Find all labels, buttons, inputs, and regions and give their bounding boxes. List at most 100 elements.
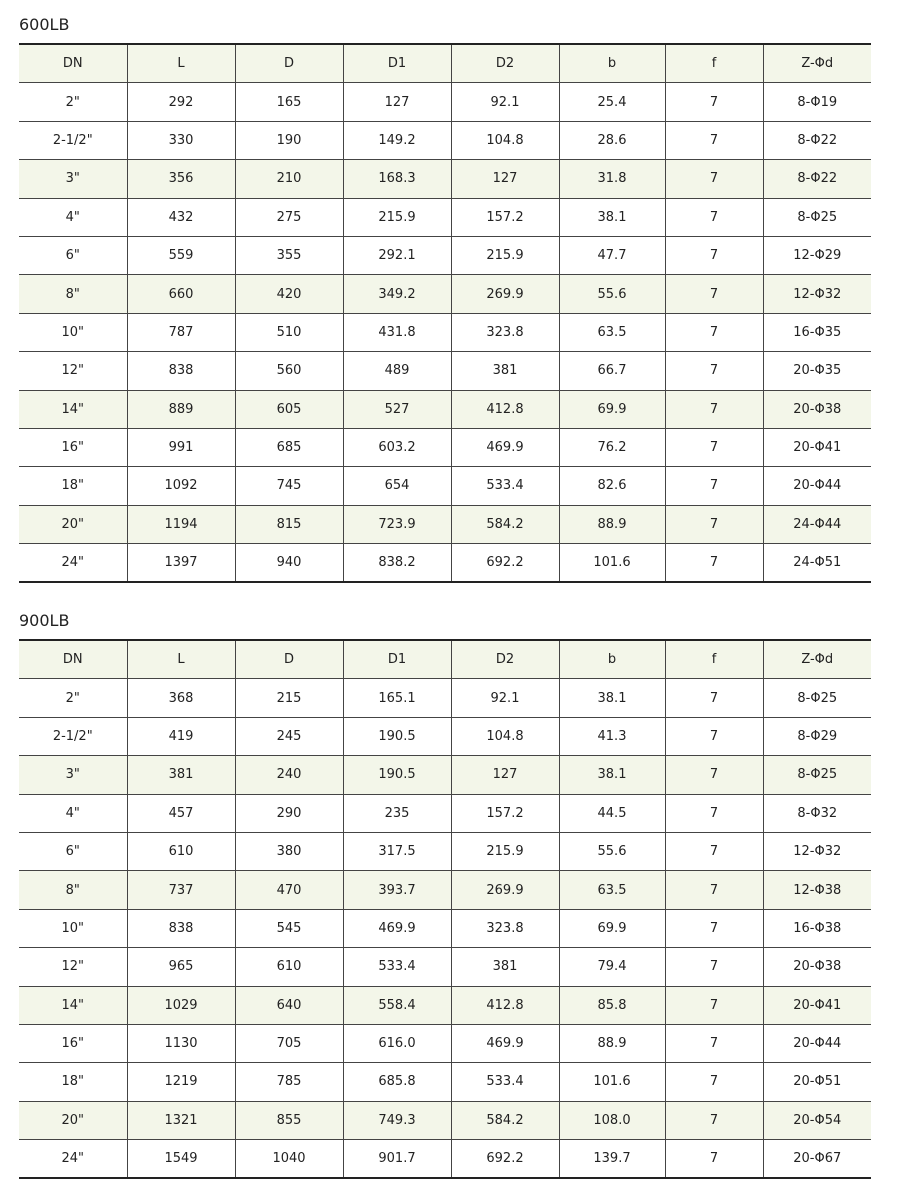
table-cell: 7 [664,389,763,429]
table-cell: 88.9 [558,504,665,544]
table-cell: 31.8 [558,159,665,199]
table-row: 20" 1321 855 749.3 584.2 108.0 7 20-Φ54 [19,1100,871,1140]
table-cell: 584.2 [450,504,559,544]
table-cell: 20-Φ67 [762,1139,871,1179]
table-cell: 8-Φ25 [762,197,871,237]
table-cell: 7 [664,504,763,544]
table-cell: 157.2 [450,197,559,237]
table-cell: 14" [19,389,127,429]
table-cell: 838 [126,908,235,948]
table-row: 6" 559 355 292.1 215.9 47.7 7 12-Φ29 [19,235,871,275]
table-cell: 24-Φ44 [762,504,871,544]
table-cell: 393.7 [342,870,451,910]
table-cell: 149.2 [342,120,451,160]
table-row: 10" 838 545 469.9 323.8 69.9 7 16-Φ38 [19,908,871,948]
table-cell: 24" [19,1139,127,1179]
table-cell: 8-Φ25 [762,755,871,795]
table-cell: 7 [664,908,763,948]
table-cell: 8" [19,870,127,910]
table-cell: 16-Φ35 [762,312,871,352]
table-cell: 317.5 [342,831,451,871]
table-cell: 8-Φ19 [762,82,871,122]
table-row: 24" 1549 1040 901.7 692.2 139.7 7 20-Φ67 [19,1139,871,1179]
table-row: 4" 457 290 235 157.2 44.5 7 8-Φ32 [19,793,871,833]
table-cell: 412.8 [450,389,559,429]
table-cell: 1130 [126,1023,235,1063]
table-cell: 489 [342,351,451,391]
table-cell: 991 [126,427,235,467]
header-cell: D2 [450,639,559,679]
table-cell: 38.1 [558,678,665,718]
table-cell: 69.9 [558,389,665,429]
table-cell: 165.1 [342,678,451,718]
table-cell: 20-Φ41 [762,985,871,1025]
table-cell: 7 [664,870,763,910]
table-cell: 127 [342,82,451,122]
table-cell: 745 [234,466,343,506]
table-cell: 323.8 [450,908,559,948]
table-cell: 16" [19,427,127,467]
table-cell: 20" [19,504,127,544]
table-900lb: DN L D D1 D2 b f Z-Φd 2" 368 215 165.1 92.1 38.1 7 8-Φ2… [19,639,871,1180]
table-cell: 18" [19,1062,127,1102]
table-cell: 82.6 [558,466,665,506]
table-cell: 101.6 [558,543,665,583]
table-cell: 7 [664,120,763,160]
table-cell: 654 [342,466,451,506]
table-cell: 12-Φ32 [762,274,871,314]
table-cell: 12" [19,351,127,391]
table-cell: 92.1 [450,82,559,122]
table-row: 3" 381 240 190.5 127 38.1 7 8-Φ25 [19,755,871,795]
table-cell: 2-1/2" [19,120,127,160]
table-cell: 215.9 [450,831,559,871]
table-cell: 20-Φ38 [762,947,871,987]
table-cell: 381 [450,947,559,987]
table-cell: 533.4 [342,947,451,987]
table-cell: 381 [126,755,235,795]
table-cell: 469.9 [450,1023,559,1063]
table-cell: 420 [234,274,343,314]
table-cell: 20-Φ54 [762,1100,871,1140]
table-cell: 323.8 [450,312,559,352]
table-cell: 76.2 [558,427,665,467]
table-cell: 127 [450,755,559,795]
table-cell: 41.3 [558,716,665,756]
table-cell: 12" [19,947,127,987]
table-cell: 1219 [126,1062,235,1102]
header-cell: Z-Φd [762,639,871,679]
table-cell: 3" [19,159,127,199]
table-row: 2" 368 215 165.1 92.1 38.1 7 8-Φ25 [19,678,871,718]
table-cell: 356 [126,159,235,199]
header-cell: D2 [450,43,559,83]
table-cell: 7 [664,755,763,795]
table-cell: 16" [19,1023,127,1063]
table-row: 12" 838 560 489 381 66.7 7 20-Φ35 [19,351,871,391]
table-cell: 545 [234,908,343,948]
table-cell: 47.7 [558,235,665,275]
table-cell: 1321 [126,1100,235,1140]
table-cell: 20-Φ35 [762,351,871,391]
table-cell: 560 [234,351,343,391]
table-row: 10" 787 510 431.8 323.8 63.5 7 16-Φ35 [19,312,871,352]
table-cell: 14" [19,985,127,1025]
table-cell: 18" [19,466,127,506]
table-row: 6" 610 380 317.5 215.9 55.6 7 12-Φ32 [19,831,871,871]
table-row: 24" 1397 940 838.2 692.2 101.6 7 24-Φ51 [19,543,871,583]
table-cell: 965 [126,947,235,987]
table-cell: 1397 [126,543,235,583]
table-cell: 10" [19,312,127,352]
table-cell: 69.9 [558,908,665,948]
table-cell: 7 [664,543,763,583]
table-cell: 275 [234,197,343,237]
table-cell: 785 [234,1062,343,1102]
table-cell: 330 [126,120,235,160]
table-cell: 25.4 [558,82,665,122]
table-cell: 6" [19,831,127,871]
table-cell: 432 [126,197,235,237]
table-cell: 7 [664,197,763,237]
table-cell: 889 [126,389,235,429]
table-cell: 692.2 [450,1139,559,1179]
table-row: 20" 1194 815 723.9 584.2 88.9 7 24-Φ44 [19,504,871,544]
table-cell: 685.8 [342,1062,451,1102]
table-cell: 610 [126,831,235,871]
